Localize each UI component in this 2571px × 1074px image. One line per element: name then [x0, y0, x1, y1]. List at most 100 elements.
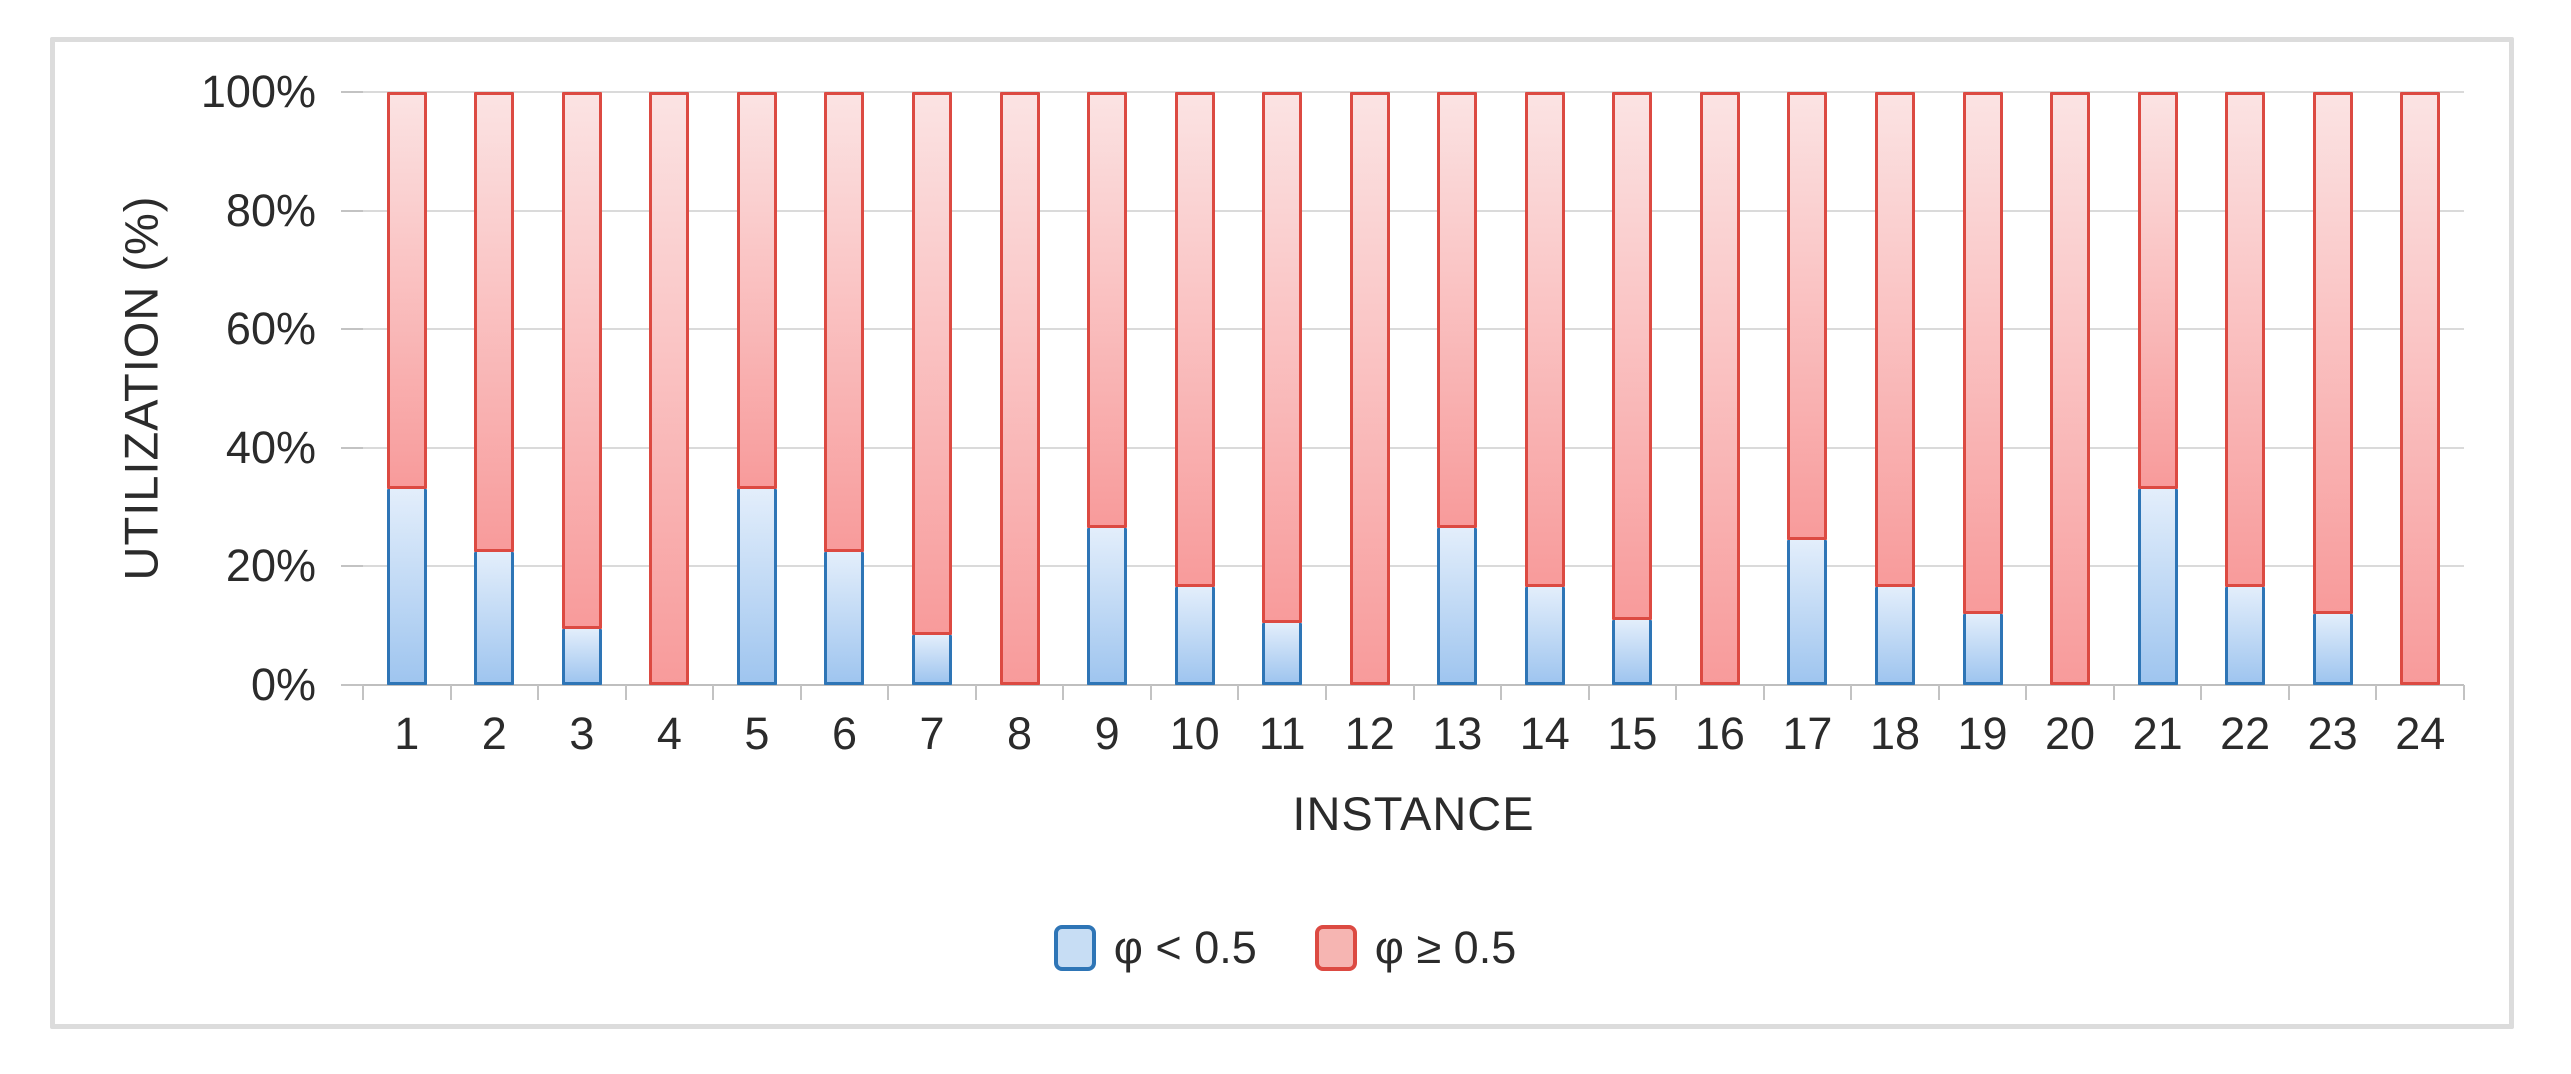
- x-tick-mark-15: [1675, 685, 1678, 700]
- bar-22-segment-phi-ge-05: [2225, 92, 2266, 587]
- bar-12-segment-phi-ge-05: [1349, 92, 1390, 685]
- bar-19-segment-phi-ge-05: [1962, 92, 2003, 614]
- bar-15-segment-phi-lt-05: [1612, 620, 1653, 685]
- bar-15-segment-phi-ge-05: [1612, 92, 1653, 620]
- bar-4-segment-phi-ge-05: [649, 92, 690, 685]
- x-tick-mark-9: [1149, 685, 1152, 700]
- bar-10-segment-phi-lt-05: [1174, 587, 1215, 685]
- x-tick-mark-20: [2112, 685, 2115, 700]
- x-tick-label-2: 2: [481, 708, 507, 759]
- x-tick-mark-22: [2287, 685, 2290, 700]
- bar-3-segment-phi-ge-05: [561, 92, 602, 629]
- bar-17-segment-phi-ge-05: [1787, 92, 1828, 540]
- x-tick-mark-0: [362, 685, 364, 700]
- gridline-80%: [363, 209, 2464, 212]
- bar-14-segment-phi-ge-05: [1524, 92, 1565, 587]
- x-tick-mark-7: [974, 685, 977, 700]
- x-tick-label-6: 6: [831, 708, 857, 759]
- x-tick-label-10: 10: [1169, 708, 1220, 759]
- gridline-60%: [363, 328, 2464, 331]
- x-tick-mark-4: [712, 685, 715, 700]
- y-tick-mark-0%: [341, 684, 363, 686]
- bar-17-segment-phi-lt-05: [1787, 540, 1828, 685]
- y-tick-label-40%: 40%: [225, 421, 316, 473]
- legend-swatch-icon: [1053, 925, 1096, 971]
- x-tick-label-9: 9: [1094, 708, 1120, 759]
- x-tick-mark-24: [2463, 685, 2465, 700]
- bar-22-segment-phi-lt-05: [2225, 587, 2266, 685]
- x-tick-label-18: 18: [1869, 708, 1920, 759]
- bar-9-segment-phi-ge-05: [1087, 92, 1128, 528]
- y-tick-mark-20%: [341, 565, 363, 568]
- y-tick-label-100%: 100%: [200, 66, 316, 117]
- bar-5-segment-phi-ge-05: [736, 92, 777, 489]
- bar-10-segment-phi-ge-05: [1174, 92, 1215, 587]
- bar-6-segment-phi-ge-05: [824, 92, 865, 552]
- x-tick-mark-18: [1937, 685, 1940, 700]
- x-tick-mark-13: [1500, 685, 1503, 700]
- legend-swatch-icon: [1314, 925, 1357, 971]
- bar-18-segment-phi-ge-05: [1874, 92, 1915, 587]
- x-tick-label-20: 20: [2045, 708, 2096, 759]
- x-tick-label-14: 14: [1519, 708, 1570, 759]
- x-tick-label-1: 1: [394, 708, 420, 759]
- y-tick-label-60%: 60%: [225, 303, 316, 355]
- y-tick-mark-60%: [341, 328, 363, 331]
- x-tick-label-17: 17: [1782, 708, 1833, 759]
- x-tick-mark-5: [799, 685, 802, 700]
- bar-13-segment-phi-lt-05: [1437, 528, 1478, 685]
- legend: φ < 0.5 φ ≥ 0.5: [55, 922, 2515, 974]
- x-tick-label-8: 8: [1007, 708, 1033, 759]
- gridline-100%: [363, 91, 2464, 93]
- x-tick-label-15: 15: [1607, 708, 1658, 759]
- y-tick-mark-100%: [341, 91, 363, 93]
- gridline-40%: [363, 446, 2464, 449]
- x-tick-label-12: 12: [1344, 708, 1395, 759]
- x-tick-label-11: 11: [1258, 708, 1306, 759]
- bar-8-segment-phi-ge-05: [999, 92, 1040, 685]
- x-tick-label-4: 4: [656, 708, 682, 759]
- legend-entry-phi-lt-05: φ < 0.5: [1053, 922, 1257, 974]
- bar-7-segment-phi-ge-05: [912, 92, 953, 635]
- x-tick-mark-17: [1850, 685, 1853, 700]
- x-tick-mark-2: [537, 685, 540, 700]
- gridline-20%: [363, 565, 2464, 568]
- bar-21-segment-phi-lt-05: [2137, 489, 2178, 685]
- x-tick-label-16: 16: [1694, 708, 1745, 759]
- x-tick-label-13: 13: [1432, 708, 1483, 759]
- x-tick-label-5: 5: [744, 708, 770, 759]
- bar-13-segment-phi-ge-05: [1437, 92, 1478, 528]
- bar-11-segment-phi-ge-05: [1262, 92, 1303, 623]
- bar-2-segment-phi-lt-05: [474, 552, 515, 685]
- x-tick-mark-8: [1062, 685, 1065, 700]
- legend-entry-phi-ge-05: φ ≥ 0.5: [1314, 922, 1517, 974]
- x-tick-mark-16: [1762, 685, 1765, 700]
- bar-2-segment-phi-ge-05: [474, 92, 515, 552]
- bar-19-segment-phi-lt-05: [1962, 614, 2003, 685]
- x-tick-mark-3: [624, 685, 627, 700]
- legend-label: φ ≥ 0.5: [1374, 922, 1517, 973]
- x-tick-mark-12: [1412, 685, 1415, 700]
- y-axis-title: UTILIZATION (%): [114, 195, 168, 581]
- x-tick-label-22: 22: [2220, 708, 2271, 759]
- bar-1-segment-phi-lt-05: [386, 489, 427, 685]
- bar-24-segment-phi-ge-05: [2400, 92, 2441, 685]
- bar-9-segment-phi-lt-05: [1087, 528, 1128, 685]
- bar-21-segment-phi-ge-05: [2137, 92, 2178, 489]
- y-tick-label-20%: 20%: [225, 540, 316, 592]
- bar-7-segment-phi-lt-05: [912, 635, 953, 685]
- bar-3-segment-phi-lt-05: [561, 629, 602, 685]
- y-tick-mark-40%: [341, 446, 363, 449]
- bar-23-segment-phi-lt-05: [2312, 614, 2353, 685]
- x-tick-mark-11: [1324, 685, 1327, 700]
- bar-16-segment-phi-ge-05: [1699, 92, 1740, 685]
- x-tick-mark-19: [2025, 685, 2028, 700]
- x-tick-label-3: 3: [569, 708, 595, 759]
- x-tick-label-23: 23: [2307, 708, 2358, 759]
- x-tick-label-7: 7: [919, 708, 945, 759]
- x-tick-label-21: 21: [2132, 708, 2183, 759]
- x-tick-mark-21: [2200, 685, 2203, 700]
- x-tick-mark-6: [887, 685, 890, 700]
- bar-14-segment-phi-lt-05: [1524, 587, 1565, 685]
